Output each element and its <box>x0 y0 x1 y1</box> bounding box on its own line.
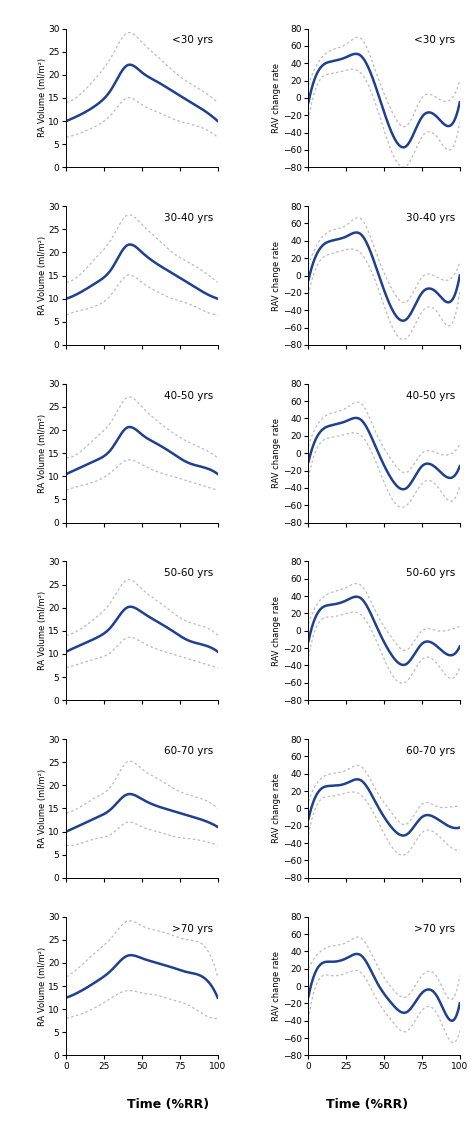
Text: <30 yrs: <30 yrs <box>172 35 213 46</box>
Text: 50-60 yrs: 50-60 yrs <box>164 568 213 578</box>
Y-axis label: RA Volume (ml/m²): RA Volume (ml/m²) <box>37 236 46 315</box>
Text: 30-40 yrs: 30-40 yrs <box>164 213 213 224</box>
Text: >70 yrs: >70 yrs <box>172 923 213 933</box>
Text: 50-60 yrs: 50-60 yrs <box>406 568 455 578</box>
Y-axis label: RAV change rate: RAV change rate <box>272 63 281 132</box>
Y-axis label: RAV change rate: RAV change rate <box>272 596 281 666</box>
Y-axis label: RA Volume (ml/m²): RA Volume (ml/m²) <box>37 58 46 137</box>
Y-axis label: RA Volume (ml/m²): RA Volume (ml/m²) <box>37 591 46 671</box>
Text: 40-50 yrs: 40-50 yrs <box>164 390 213 400</box>
Y-axis label: RAV change rate: RAV change rate <box>272 774 281 843</box>
Text: 30-40 yrs: 30-40 yrs <box>406 213 455 224</box>
Text: 60-70 yrs: 60-70 yrs <box>406 746 455 756</box>
Text: 40-50 yrs: 40-50 yrs <box>406 390 455 400</box>
Text: <30 yrs: <30 yrs <box>414 35 455 46</box>
Y-axis label: RA Volume (ml/m²): RA Volume (ml/m²) <box>37 947 46 1026</box>
Y-axis label: RAV change rate: RAV change rate <box>272 952 281 1021</box>
Y-axis label: RAV change rate: RAV change rate <box>272 418 281 488</box>
Y-axis label: RA Volume (ml/m²): RA Volume (ml/m²) <box>37 769 46 848</box>
Text: 60-70 yrs: 60-70 yrs <box>164 746 213 756</box>
Y-axis label: RAV change rate: RAV change rate <box>272 241 281 310</box>
Y-axis label: RA Volume (ml/m²): RA Volume (ml/m²) <box>37 413 46 493</box>
Text: >70 yrs: >70 yrs <box>414 923 455 933</box>
Text: Time (%RR): Time (%RR) <box>326 1098 409 1111</box>
Text: Time (%RR): Time (%RR) <box>127 1098 210 1111</box>
